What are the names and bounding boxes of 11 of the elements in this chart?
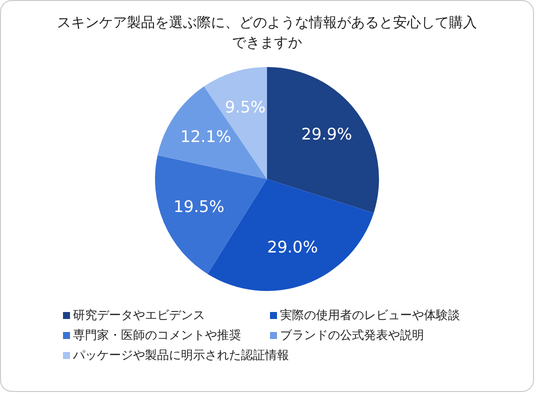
data-label: 29.9% (301, 124, 352, 144)
legend-label: 研究データやエビデンス (73, 307, 205, 324)
legend-label: パッケージや製品に明示された認証情報 (73, 347, 289, 364)
data-label: 9.5% (224, 98, 266, 117)
data-label: 12.1% (180, 126, 232, 146)
legend-label: ブランドの公式発表や説明 (280, 327, 424, 344)
chart-title: スキンケア製品を選ぶ際に、どのような情報があると安心して購入できますか (57, 14, 477, 53)
legend-label: 専門家・医師のコメントや推奨 (73, 327, 241, 344)
data-label: 19.5% (173, 196, 224, 216)
legend-label: 実際の使用者のレビューや体験談 (280, 307, 460, 324)
data-label: 29.0% (267, 238, 318, 257)
